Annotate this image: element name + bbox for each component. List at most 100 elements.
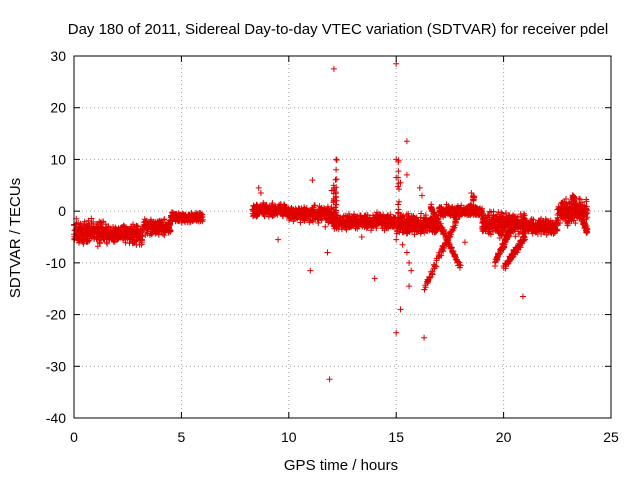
data-point-outlier [393, 174, 400, 181]
data-point-outlier [393, 329, 400, 336]
data-point [419, 222, 426, 229]
data-point [411, 225, 418, 232]
data-point [553, 222, 560, 229]
data-point [110, 228, 117, 235]
data-point [529, 226, 536, 233]
data-point [177, 211, 184, 218]
y-tick-label: -10 [46, 255, 66, 271]
data-point [349, 216, 356, 223]
data-point [306, 219, 313, 226]
data-point-branch [498, 247, 504, 254]
data-point [323, 215, 330, 222]
data-point-branch [436, 251, 443, 258]
data-point [499, 215, 506, 222]
data-point [429, 228, 436, 235]
data-point [292, 212, 298, 219]
data-point [359, 218, 366, 225]
data-point-spike [330, 212, 337, 219]
data-point [409, 228, 416, 235]
data-point [479, 224, 486, 231]
data-point [150, 218, 157, 225]
data-point [105, 223, 112, 230]
data-point [138, 239, 145, 246]
data-point-branch [440, 248, 447, 255]
data-point [290, 218, 297, 225]
data-point-branch [447, 229, 454, 236]
data-point [133, 236, 140, 243]
data-point-outlier [371, 275, 378, 282]
data-point [161, 232, 168, 239]
data-point [440, 213, 447, 220]
data-point [367, 218, 374, 225]
data-point [541, 222, 548, 229]
data-point [94, 228, 100, 235]
data-point [76, 230, 83, 237]
data-point [108, 233, 115, 240]
data-point [377, 216, 384, 223]
data-point [181, 212, 188, 219]
data-point [512, 233, 519, 240]
data-point-branch [492, 258, 499, 265]
data-point [143, 217, 150, 224]
data-point [82, 228, 89, 235]
data-point [172, 212, 179, 219]
data-point-spike [330, 206, 337, 213]
data-point [155, 225, 162, 231]
data-point-outlier [333, 166, 340, 173]
data-point [490, 222, 497, 229]
data-point [336, 223, 343, 229]
x-tick-label: 25 [603, 429, 619, 445]
data-point [583, 198, 590, 205]
data-point-branch [507, 254, 514, 261]
data-point [119, 227, 126, 233]
data-point [149, 222, 156, 229]
data-point [522, 227, 529, 234]
data-point-branch [504, 232, 511, 239]
axis-ticks: 0 5 10 15 20 25 -40 -30 -20 -10 0 10 20 30 [46, 48, 619, 445]
data-point [149, 228, 156, 235]
y-tick-label: -20 [46, 307, 66, 323]
data-point-branch [574, 206, 581, 213]
data-point-branch [449, 249, 455, 255]
data-point [105, 230, 112, 237]
data-point [500, 230, 507, 236]
data-point [97, 219, 104, 226]
data-point [344, 220, 351, 227]
data-point [427, 216, 434, 223]
data-point-branch [431, 262, 438, 269]
data-point-outlier [328, 187, 335, 194]
data-point [555, 216, 562, 223]
data-point [256, 204, 263, 211]
data-point [565, 217, 572, 224]
data-point [488, 218, 495, 225]
data-point-branch [583, 229, 590, 236]
data-point-branch [437, 224, 444, 231]
data-point [193, 216, 200, 223]
data-point-outlier [416, 184, 423, 191]
data-point-branch [578, 215, 585, 222]
data-point-branch [495, 250, 501, 257]
data-point [554, 212, 561, 218]
data-point-branch [450, 225, 457, 232]
y-tick-label: 20 [50, 100, 66, 116]
data-point-outlier [255, 184, 262, 191]
data-point [345, 210, 352, 217]
data-point [422, 215, 429, 222]
data-point [354, 225, 361, 232]
data-point [287, 215, 294, 221]
data-point [96, 240, 103, 247]
data-point [494, 211, 501, 218]
data-point-branch [509, 223, 516, 230]
data-point [261, 212, 268, 219]
data-point-spike [333, 157, 340, 163]
data-point-outlier [324, 249, 331, 256]
data-point [576, 195, 582, 202]
data-point [182, 219, 189, 226]
data-point-branch [506, 229, 513, 236]
data-point-branch [428, 206, 435, 213]
data-point [340, 213, 347, 220]
data-point [315, 216, 322, 223]
data-point [331, 223, 338, 230]
data-point [76, 239, 82, 246]
